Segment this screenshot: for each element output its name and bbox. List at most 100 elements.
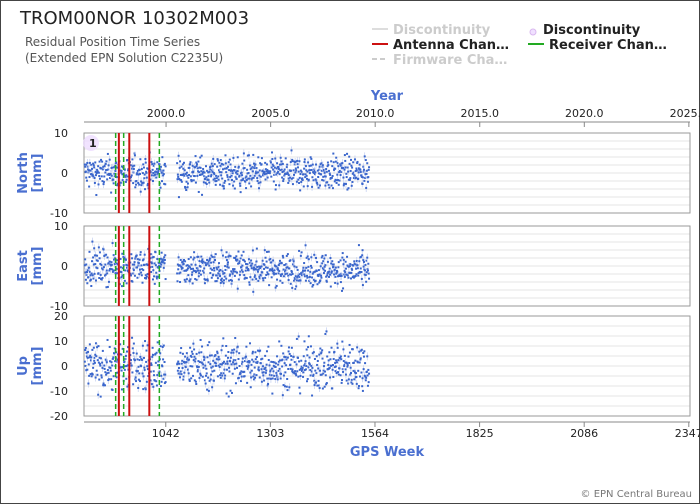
data-point bbox=[295, 266, 298, 269]
data-point bbox=[111, 357, 114, 360]
data-point bbox=[266, 377, 269, 380]
data-point bbox=[188, 265, 191, 268]
data-point bbox=[348, 162, 351, 165]
data-point bbox=[329, 173, 332, 176]
data-point bbox=[202, 363, 205, 366]
data-point bbox=[101, 366, 104, 369]
data-point bbox=[283, 270, 286, 273]
data-point bbox=[89, 373, 92, 376]
data-point bbox=[224, 354, 227, 357]
data-point bbox=[268, 373, 271, 376]
data-point bbox=[257, 268, 260, 271]
data-point bbox=[106, 178, 109, 181]
data-point bbox=[303, 275, 306, 278]
legend-discontinuity-line[interactable]: Discontinuity bbox=[372, 23, 490, 39]
data-point bbox=[164, 278, 167, 281]
data-point bbox=[187, 274, 190, 277]
data-point bbox=[279, 156, 282, 159]
data-point bbox=[337, 179, 340, 182]
data-point bbox=[287, 174, 290, 177]
data-point bbox=[181, 352, 184, 355]
data-point bbox=[271, 270, 274, 273]
data-point bbox=[131, 371, 134, 374]
data-point bbox=[144, 274, 147, 277]
data-point bbox=[335, 181, 338, 184]
data-point bbox=[343, 269, 346, 272]
data-point bbox=[206, 356, 209, 359]
data-point bbox=[98, 276, 101, 279]
data-point bbox=[320, 373, 323, 376]
data-point bbox=[252, 378, 255, 381]
data-point bbox=[342, 360, 345, 363]
legend-antenna-change[interactable]: Antenna Chan… bbox=[372, 38, 509, 54]
data-point bbox=[124, 269, 127, 272]
data-point bbox=[163, 361, 166, 364]
data-point bbox=[121, 252, 124, 255]
y-tick-label: -10 bbox=[50, 207, 68, 220]
data-point bbox=[219, 159, 222, 162]
data-point bbox=[136, 276, 139, 279]
data-point bbox=[338, 171, 341, 174]
data-point bbox=[256, 171, 259, 174]
data-point bbox=[218, 270, 221, 273]
data-point bbox=[216, 274, 219, 277]
data-point bbox=[289, 259, 292, 262]
data-point bbox=[345, 176, 348, 179]
data-point bbox=[333, 168, 336, 171]
data-point bbox=[143, 173, 146, 176]
data-point bbox=[155, 351, 158, 354]
data-point bbox=[238, 365, 241, 368]
data-point bbox=[141, 372, 144, 375]
data-point bbox=[196, 267, 199, 270]
data-point bbox=[267, 345, 270, 348]
data-point bbox=[249, 386, 252, 389]
data-point bbox=[287, 274, 290, 277]
data-point bbox=[278, 359, 281, 362]
data-point bbox=[95, 369, 98, 372]
data-point bbox=[185, 189, 188, 192]
data-point bbox=[164, 254, 167, 257]
data-point bbox=[298, 386, 301, 389]
data-point bbox=[200, 154, 203, 157]
data-point bbox=[316, 169, 319, 172]
data-point bbox=[362, 351, 365, 354]
data-point bbox=[307, 265, 310, 268]
legend-discontinuity-point[interactable]: Discontinuity bbox=[528, 23, 640, 39]
data-point bbox=[250, 363, 253, 366]
data-point bbox=[119, 266, 122, 269]
data-point bbox=[245, 175, 248, 178]
data-point bbox=[86, 165, 89, 168]
data-point bbox=[127, 169, 130, 172]
data-point bbox=[260, 265, 263, 268]
data-point bbox=[277, 360, 280, 363]
data-point bbox=[286, 389, 289, 392]
data-point bbox=[185, 171, 188, 174]
data-point bbox=[216, 375, 219, 378]
data-point bbox=[98, 177, 101, 180]
data-point bbox=[264, 366, 267, 369]
data-point bbox=[134, 257, 137, 260]
data-point bbox=[362, 260, 365, 263]
data-point bbox=[264, 161, 267, 164]
data-point bbox=[92, 346, 95, 349]
data-point bbox=[278, 184, 281, 187]
data-point bbox=[85, 355, 88, 358]
data-point bbox=[217, 364, 220, 367]
data-point bbox=[125, 263, 128, 266]
data-point bbox=[255, 374, 258, 377]
data-point bbox=[136, 258, 139, 261]
legend-receiver-change[interactable]: Receiver Chan… bbox=[528, 38, 667, 54]
data-point bbox=[184, 172, 187, 175]
data-point bbox=[356, 160, 359, 163]
data-point bbox=[156, 374, 159, 377]
data-point bbox=[152, 385, 155, 388]
data-point bbox=[366, 256, 369, 259]
legend-red-line-icon bbox=[372, 42, 388, 45]
data-point bbox=[316, 181, 319, 184]
data-point bbox=[97, 165, 100, 168]
data-point bbox=[233, 367, 236, 370]
legend-firmware-change[interactable]: Firmware Cha… bbox=[372, 53, 507, 69]
data-point bbox=[219, 374, 222, 377]
data-point bbox=[195, 382, 198, 385]
data-point bbox=[188, 166, 191, 169]
